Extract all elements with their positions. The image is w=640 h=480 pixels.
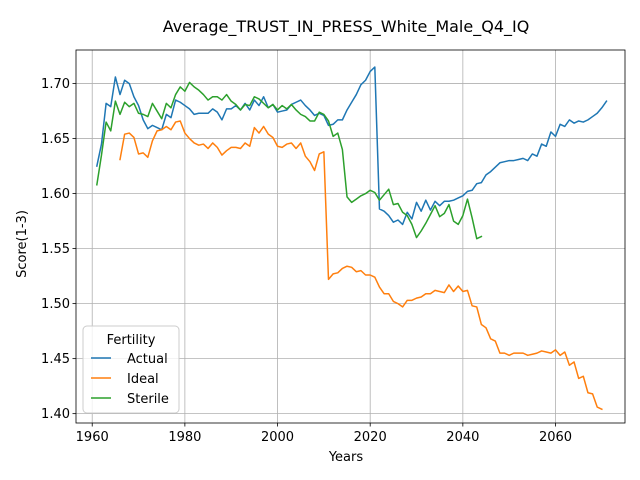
series-line-ideal <box>119 120 603 411</box>
legend-label-ideal: Ideal <box>127 372 159 387</box>
x-tick-label: 2020 <box>354 430 387 445</box>
legend-box <box>82 325 180 414</box>
y-tick-label: 1.45 <box>41 352 70 367</box>
series-line-actual <box>95 66 608 226</box>
y-tick-label: 1.55 <box>41 242 70 257</box>
y-axis-title: Score(1-3) <box>15 210 30 278</box>
series-line-sterile <box>95 81 483 240</box>
x-axis-title: Years <box>328 450 364 465</box>
x-tick-label: 2060 <box>539 430 572 445</box>
legend-title: Fertility <box>107 333 156 348</box>
x-tick-label: 2000 <box>261 430 294 445</box>
legend: Fertility Actual Ideal Sterile <box>82 325 180 414</box>
y-tick-label: 1.40 <box>41 407 70 422</box>
chart-title: Average_TRUST_IN_PRESS_White_Male_Q4_IQ <box>163 17 530 37</box>
y-tick-label: 1.60 <box>41 187 70 202</box>
y-tick-label: 1.70 <box>41 77 70 92</box>
y-tick-label: 1.50 <box>41 297 70 312</box>
plot-frame <box>75 49 626 424</box>
x-axis-ticks: 1960 1980 2000 2020 2040 2060 <box>76 423 572 445</box>
x-tick-label: 2040 <box>446 430 479 445</box>
x-tick-label: 1980 <box>168 430 201 445</box>
x-tick-label: 1960 <box>76 430 109 445</box>
series-lines <box>95 66 608 411</box>
legend-label-sterile: Sterile <box>127 392 169 407</box>
legend-label-actual: Actual <box>127 352 168 367</box>
y-tick-label: 1.65 <box>41 132 70 147</box>
y-axis-ticks: 1.40 1.45 1.50 1.55 1.60 1.65 1.70 <box>41 77 76 422</box>
